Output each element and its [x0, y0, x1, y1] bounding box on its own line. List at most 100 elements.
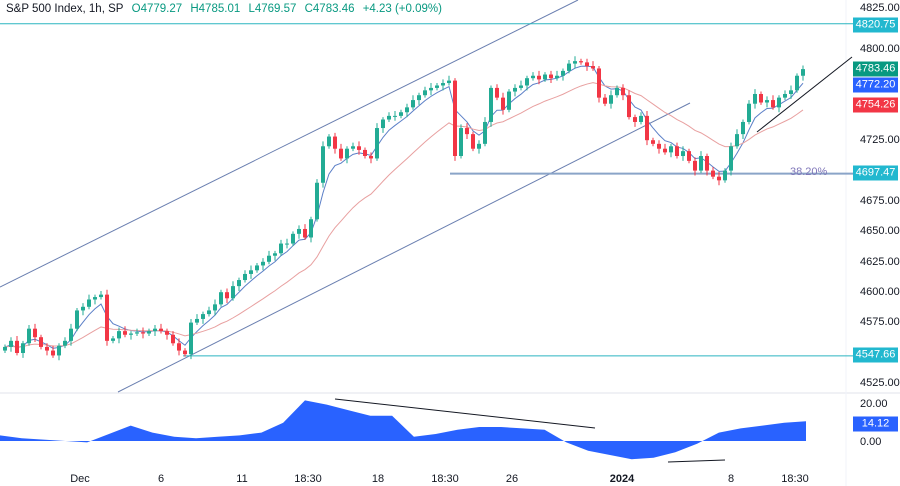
candle-body — [501, 97, 505, 110]
candle-body — [627, 95, 631, 118]
candle-body — [675, 146, 679, 157]
candle-body — [81, 306, 85, 311]
candle-body — [129, 333, 133, 335]
candle-body — [579, 61, 583, 63]
candle-body — [723, 170, 727, 181]
candle-body — [477, 143, 481, 149]
candle-body — [333, 136, 337, 149]
candle-body — [189, 322, 193, 355]
oscillator-area — [0, 400, 806, 460]
low-value: L4769.57 — [248, 3, 297, 15]
candle-body — [63, 340, 67, 346]
candle-body — [411, 100, 415, 108]
candle-body — [261, 261, 265, 266]
last-price-tag: 4783.46 — [853, 61, 898, 77]
candle-body — [519, 85, 523, 88]
price-tick: 4625.00 — [860, 256, 900, 268]
candle-body — [681, 151, 685, 157]
time-tick: 18:30 — [781, 473, 809, 485]
candle-body — [99, 294, 103, 298]
candle-body — [465, 128, 469, 135]
candle-body — [753, 93, 757, 104]
candle-body — [567, 63, 571, 71]
candle-body — [543, 74, 547, 80]
candle-body — [555, 75, 559, 79]
candle-body — [87, 299, 91, 307]
candle-body — [795, 75, 799, 91]
candle-body — [777, 97, 781, 108]
candle-body — [351, 146, 355, 149]
open-value: O4779.27 — [131, 3, 183, 15]
candle-body — [663, 148, 667, 153]
candle-body — [735, 134, 739, 147]
candle-body — [297, 228, 301, 234]
slow-ma-tag: 4754.26 — [853, 97, 898, 113]
time-tick: 2024 — [609, 473, 635, 485]
candle-body — [669, 146, 673, 153]
time-tick: 8 — [727, 473, 735, 485]
candle-body — [525, 78, 529, 86]
candle-body — [339, 148, 343, 159]
candle-body — [255, 265, 259, 271]
candle-body — [15, 340, 19, 353]
candle-body — [39, 337, 43, 347]
candle-body — [531, 75, 535, 79]
channel-upper-line — [0, 0, 579, 288]
time-tick: 26 — [505, 473, 519, 485]
candle-body — [687, 151, 691, 161]
fast-ma-tag: 4772.20 — [853, 77, 898, 93]
candle-body — [513, 87, 517, 92]
trend-line — [756, 56, 853, 133]
candle-body — [705, 156, 709, 171]
candle-body — [729, 146, 733, 171]
candle-body — [285, 243, 289, 245]
candle-body — [291, 233, 295, 244]
support-tag: 4547.66 — [853, 347, 898, 363]
candle-body — [645, 115, 649, 141]
candle-body — [9, 340, 13, 347]
candle-body — [651, 140, 655, 144]
candle-body — [429, 87, 433, 91]
candle-body — [597, 68, 601, 98]
candle-body — [507, 91, 511, 110]
price-tick: 4525.00 — [860, 377, 900, 389]
candle-body — [207, 310, 211, 315]
divergence-line-bottom — [667, 459, 726, 463]
candle-body — [495, 87, 499, 98]
candle-body — [657, 143, 661, 149]
slow-ma-line — [4, 82, 804, 348]
candle-body — [435, 85, 439, 88]
fast-ma-line — [4, 65, 804, 349]
candle-body — [315, 182, 319, 220]
time-tick: 18 — [371, 473, 385, 485]
candle-body — [711, 170, 715, 177]
close-value: C4783.46 — [304, 3, 355, 15]
candle-body — [771, 100, 775, 108]
candle-body — [27, 328, 31, 344]
price-tick: 4650.00 — [860, 225, 900, 237]
candle-body — [549, 74, 553, 79]
candle-body — [801, 69, 805, 76]
high-value: H4785.01 — [190, 3, 241, 15]
candle-body — [231, 286, 235, 299]
candle-body — [111, 338, 115, 341]
candle-body — [57, 345, 61, 356]
candle-body — [699, 156, 703, 171]
candle-body — [759, 93, 763, 103]
candle-body — [225, 292, 229, 299]
candle-body — [747, 103, 751, 122]
price-tick: 4600.00 — [860, 286, 900, 298]
candle-body — [219, 292, 223, 305]
candle-body — [75, 310, 79, 329]
candle-body — [441, 83, 445, 86]
candle-body — [147, 331, 151, 334]
candle-body — [171, 334, 175, 344]
candle-body — [141, 332, 145, 334]
candle-body — [609, 95, 613, 104]
candle-body — [423, 90, 427, 96]
candle-body — [273, 253, 277, 256]
candle-body — [387, 115, 391, 120]
candle-body — [621, 87, 625, 96]
candle-body — [741, 121, 745, 135]
